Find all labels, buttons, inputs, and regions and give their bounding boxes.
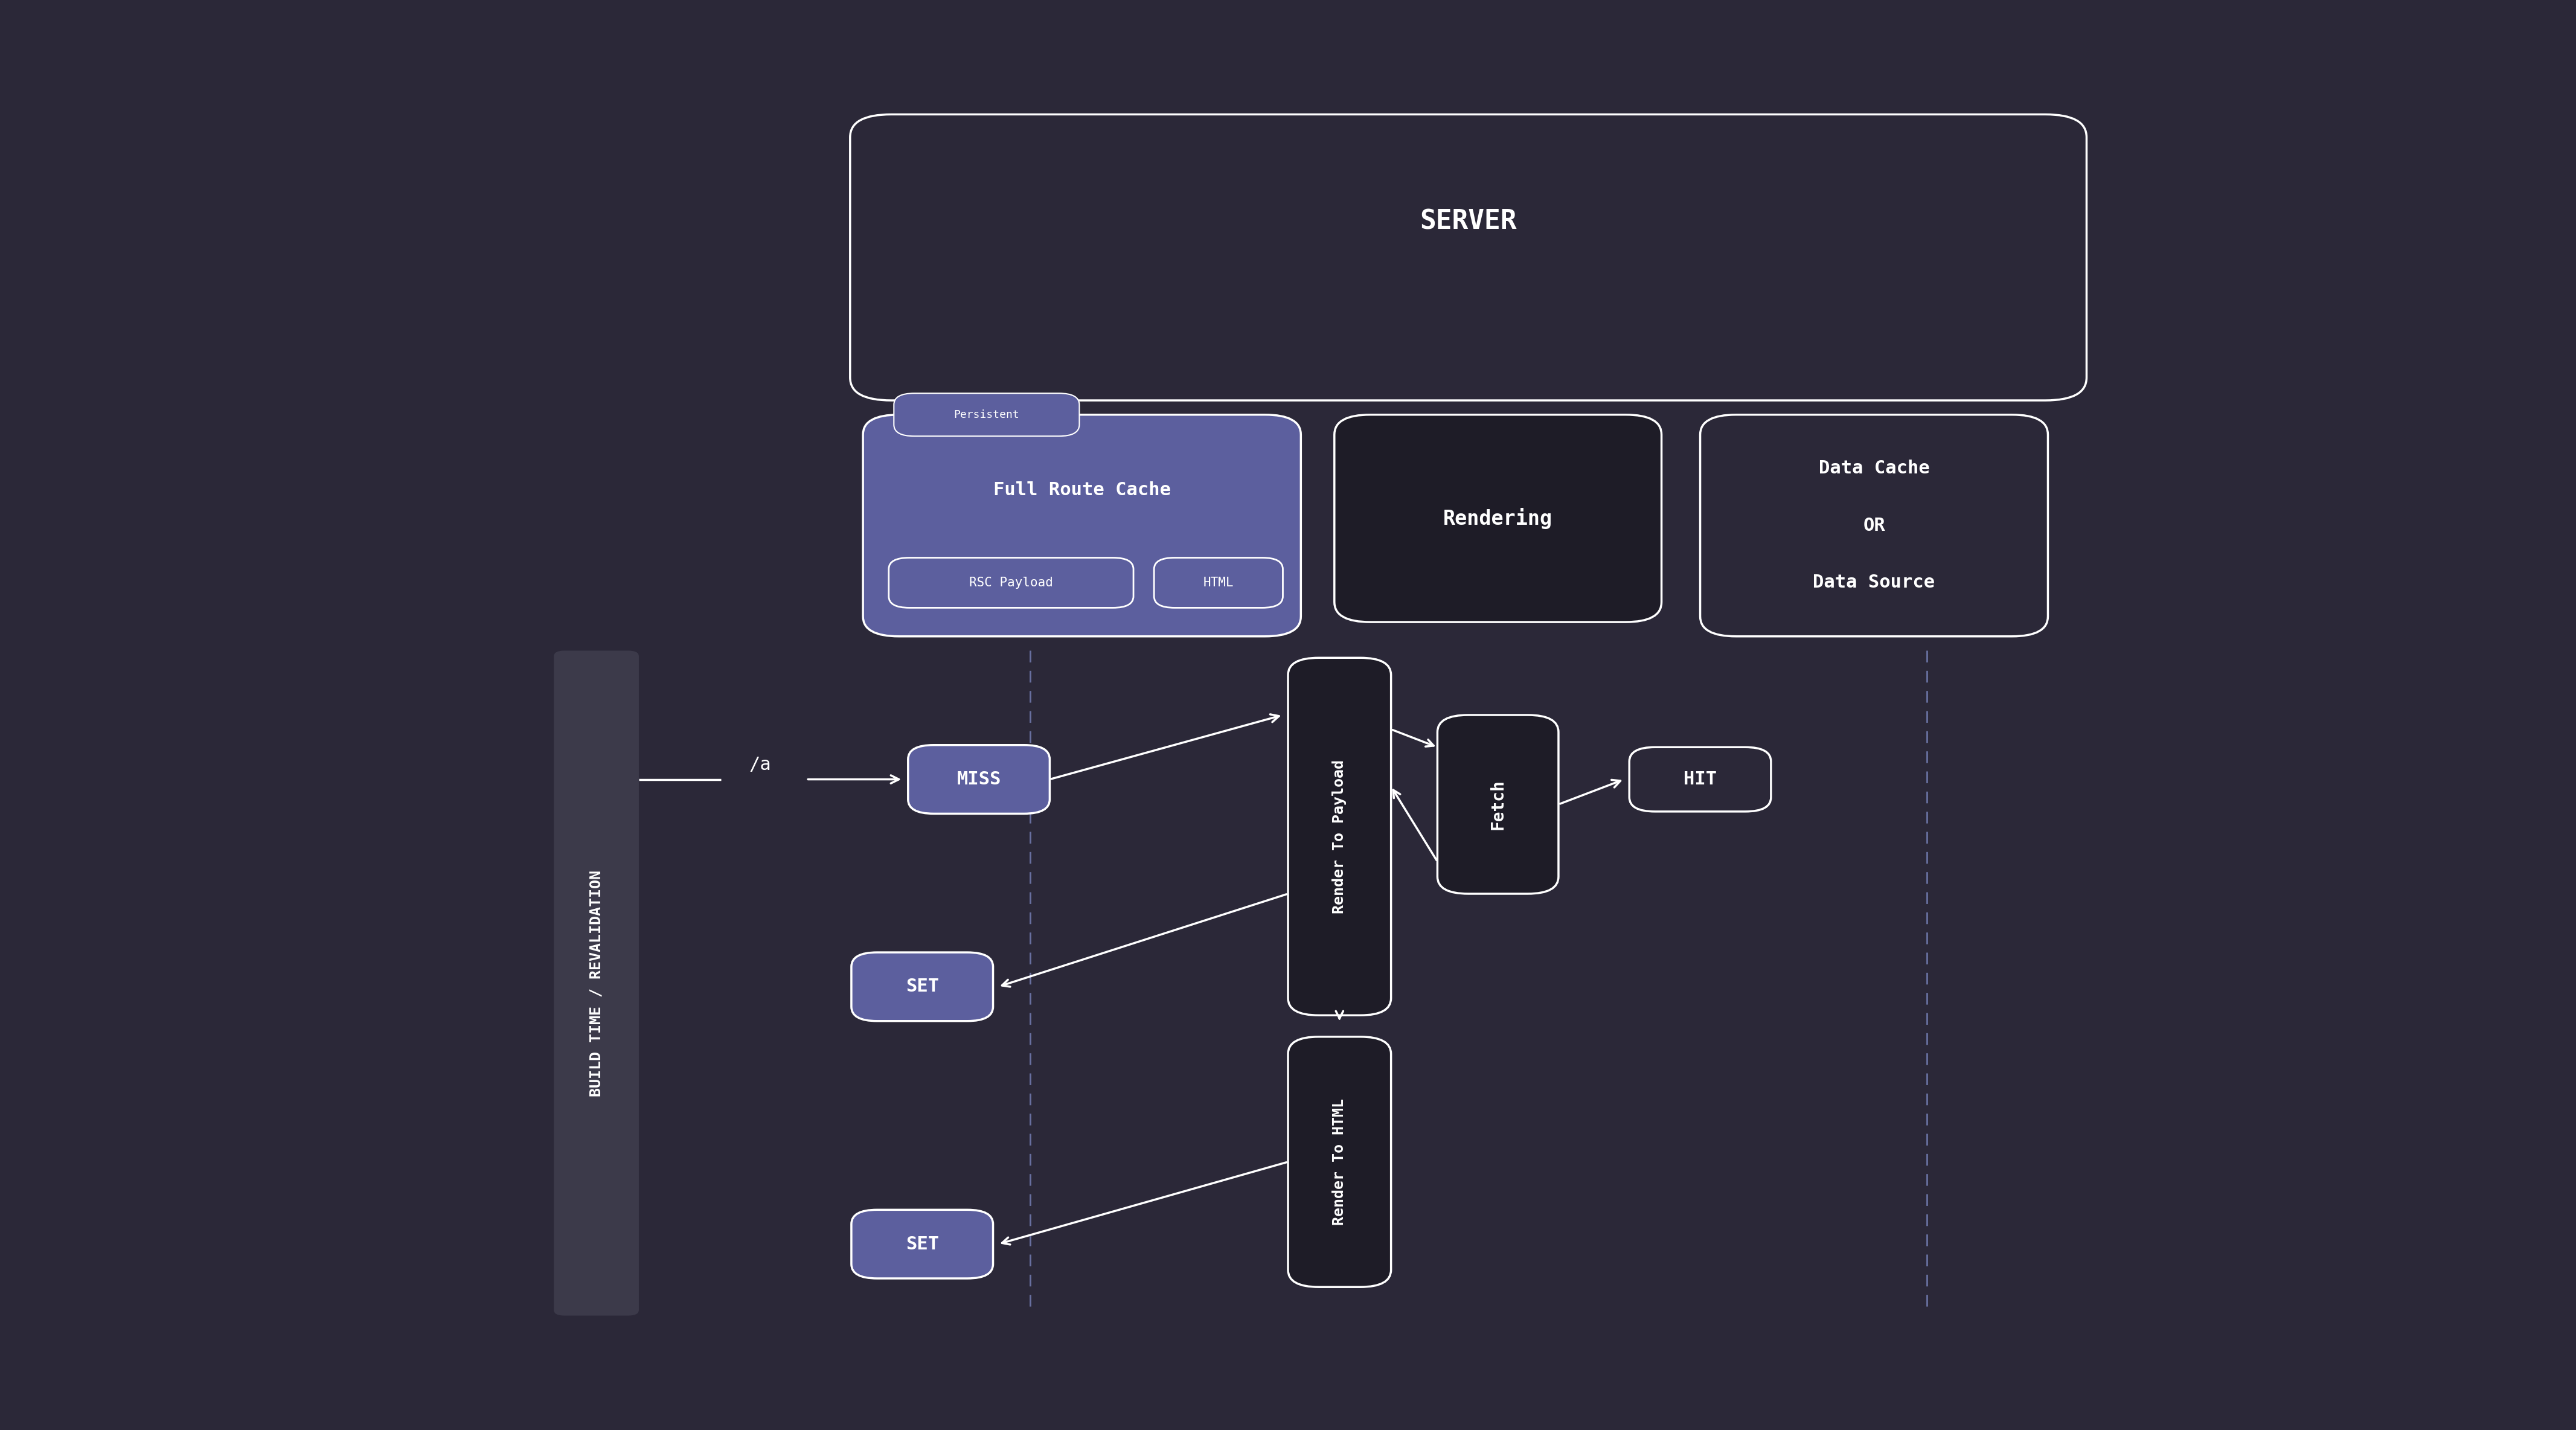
- Text: SET: SET: [907, 978, 938, 995]
- FancyBboxPatch shape: [1437, 715, 1558, 894]
- Text: Data Source: Data Source: [1814, 573, 1935, 592]
- FancyBboxPatch shape: [554, 651, 639, 1316]
- Text: Full Route Cache: Full Route Cache: [994, 480, 1170, 499]
- Text: SET: SET: [907, 1236, 938, 1253]
- FancyBboxPatch shape: [850, 1210, 994, 1278]
- Text: SERVER: SERVER: [1419, 209, 1517, 235]
- Text: HIT: HIT: [1685, 771, 1716, 788]
- Text: HTML: HTML: [1203, 576, 1234, 589]
- Text: OR: OR: [1862, 516, 1886, 535]
- Text: Render To Payload: Render To Payload: [1332, 759, 1347, 914]
- Text: Persistent: Persistent: [953, 409, 1020, 420]
- FancyBboxPatch shape: [1334, 415, 1662, 622]
- FancyBboxPatch shape: [894, 393, 1079, 436]
- FancyBboxPatch shape: [850, 952, 994, 1021]
- Text: Fetch: Fetch: [1489, 779, 1507, 829]
- FancyBboxPatch shape: [907, 745, 1051, 814]
- Text: Rendering: Rendering: [1443, 508, 1553, 529]
- Text: MISS: MISS: [956, 771, 1002, 788]
- Text: /a: /a: [750, 756, 770, 774]
- FancyBboxPatch shape: [1288, 658, 1391, 1015]
- Text: BUILD TIME / REVALIDATION: BUILD TIME / REVALIDATION: [590, 869, 603, 1097]
- Text: RSC Payload: RSC Payload: [969, 576, 1054, 589]
- FancyBboxPatch shape: [863, 415, 1301, 636]
- Text: Data Cache: Data Cache: [1819, 459, 1929, 478]
- Text: Render To HTML: Render To HTML: [1332, 1098, 1347, 1226]
- FancyBboxPatch shape: [1288, 1037, 1391, 1287]
